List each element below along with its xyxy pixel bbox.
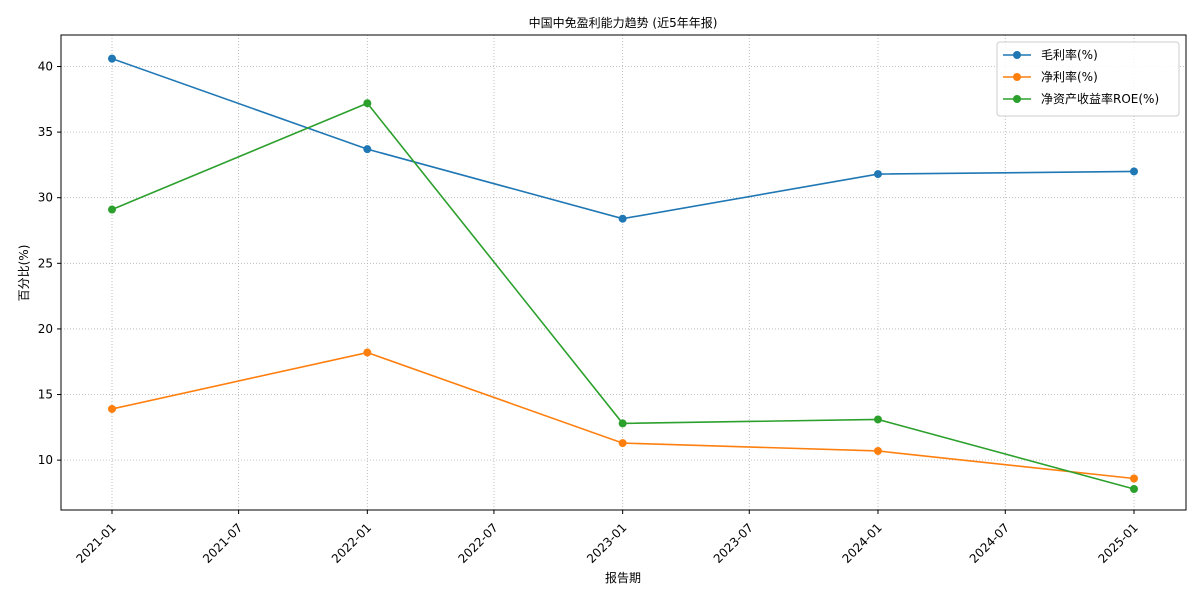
data-point: [873, 170, 882, 179]
data-point: [618, 214, 627, 223]
x-tick-label: 2024-07: [967, 521, 1012, 566]
legend-swatch-marker: [1013, 51, 1021, 59]
series-3: [108, 99, 1138, 494]
x-tick-label: 2022-07: [455, 521, 500, 566]
x-tick-label: 2021-01: [73, 521, 118, 566]
data-point: [363, 145, 372, 154]
legend-item: 净资产收益率ROE(%): [1003, 91, 1159, 106]
data-point: [108, 404, 116, 413]
data-point: [618, 419, 627, 428]
y-tick-label: 10: [38, 453, 53, 467]
legend: 毛利率(%) 净利率(%) 净资产收益率ROE(%): [996, 41, 1180, 117]
y-tick-label: 35: [38, 125, 53, 139]
data-point: [1130, 485, 1138, 494]
legend-item: 毛利率(%): [1003, 47, 1098, 62]
data-point: [873, 446, 882, 455]
data-point: [363, 99, 372, 108]
legend-label: 净资产收益率ROE(%): [1041, 91, 1159, 106]
legend-swatch-marker: [1013, 95, 1021, 103]
series-layer: [108, 54, 1138, 494]
legend-label: 毛利率(%): [1041, 47, 1098, 62]
legend-item: 净利率(%): [1003, 69, 1098, 84]
ticks-layer: 2021-01 2021-07 2022-01 2022-07 2023-01 2023-…: [38, 59, 1141, 565]
x-tick-label: 2021-07: [200, 521, 245, 566]
y-tick-label: 40: [38, 59, 53, 73]
y-axis-title: 百分比(%): [17, 245, 31, 302]
x-tick-label: 2024-01: [839, 521, 884, 566]
data-point: [618, 439, 627, 448]
grid-layer: [61, 35, 1186, 510]
series-1: [108, 54, 1138, 223]
y-tick-label: 15: [38, 388, 53, 402]
legend-swatch-marker: [1013, 73, 1021, 81]
data-point: [873, 415, 882, 424]
data-point: [108, 54, 116, 63]
legend-box: [996, 41, 1180, 117]
x-axis-title: 报告期: [605, 570, 641, 585]
y-tick-label: 25: [38, 256, 53, 270]
data-point: [1130, 167, 1138, 176]
data-point: [1130, 474, 1138, 483]
x-tick-label: 2022-01: [329, 521, 374, 566]
x-tick-label: 2023-07: [711, 521, 756, 566]
y-tick-label: 20: [38, 322, 53, 336]
x-tick-label: 2025-01: [1095, 521, 1140, 566]
legend-label: 净利率(%): [1041, 69, 1098, 84]
chart-title: 中国中免盈利能力趋势 (近5年年报): [529, 15, 718, 30]
series-2: [108, 348, 1138, 483]
plot-frame: [60, 34, 1187, 511]
y-tick-label: 30: [38, 191, 53, 205]
data-point: [108, 205, 116, 214]
x-tick-label: 2023-01: [584, 521, 629, 566]
data-point: [363, 348, 372, 357]
